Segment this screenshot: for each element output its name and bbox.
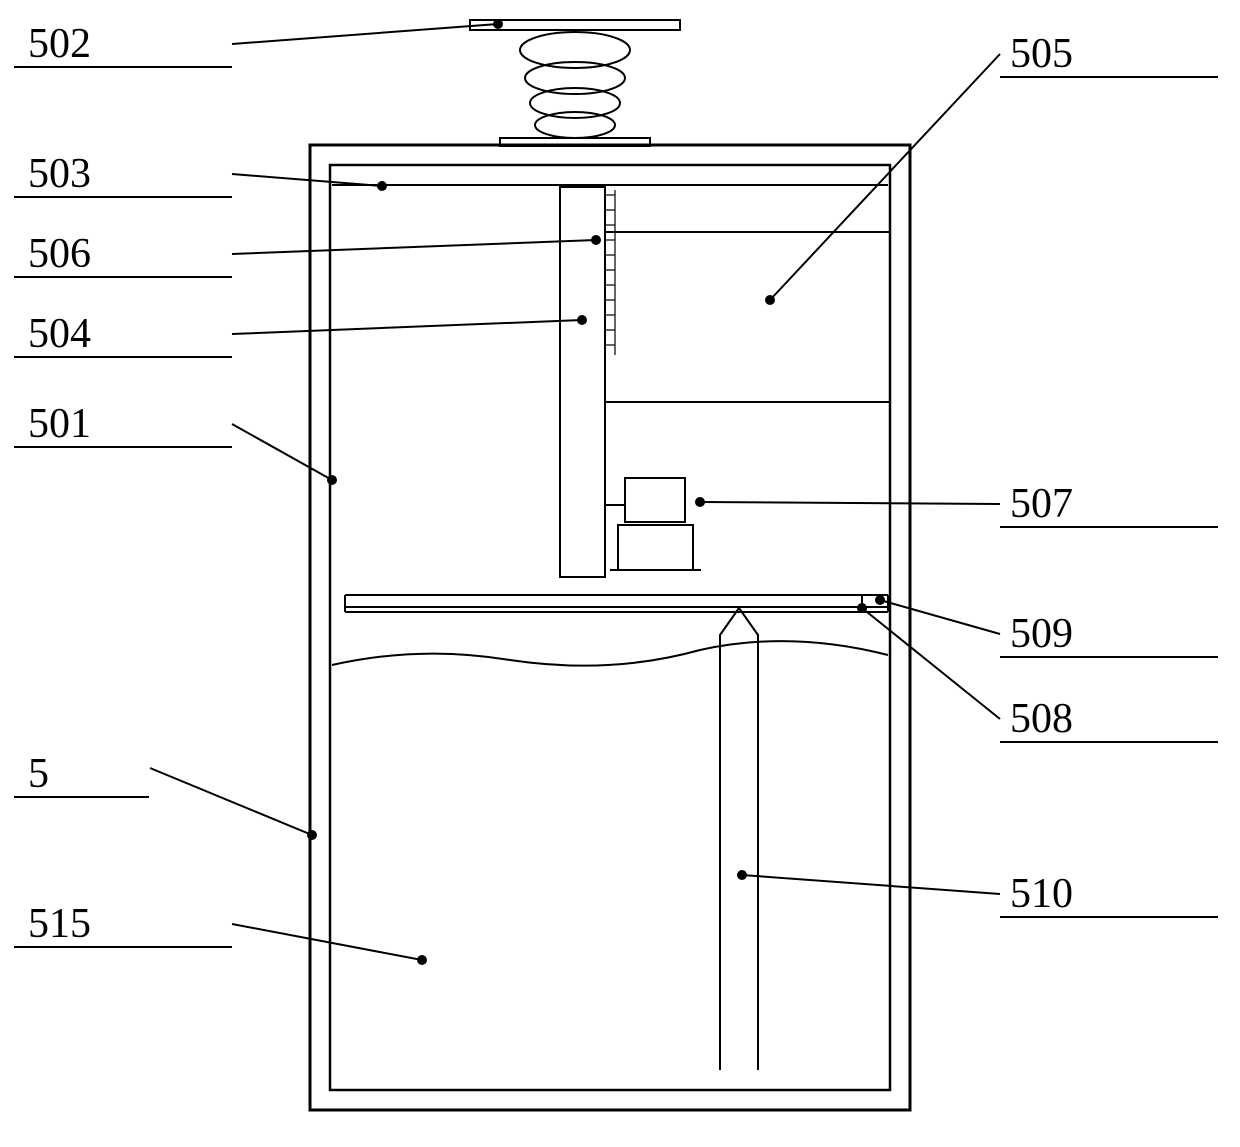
diagram-canvas (0, 0, 1240, 1147)
